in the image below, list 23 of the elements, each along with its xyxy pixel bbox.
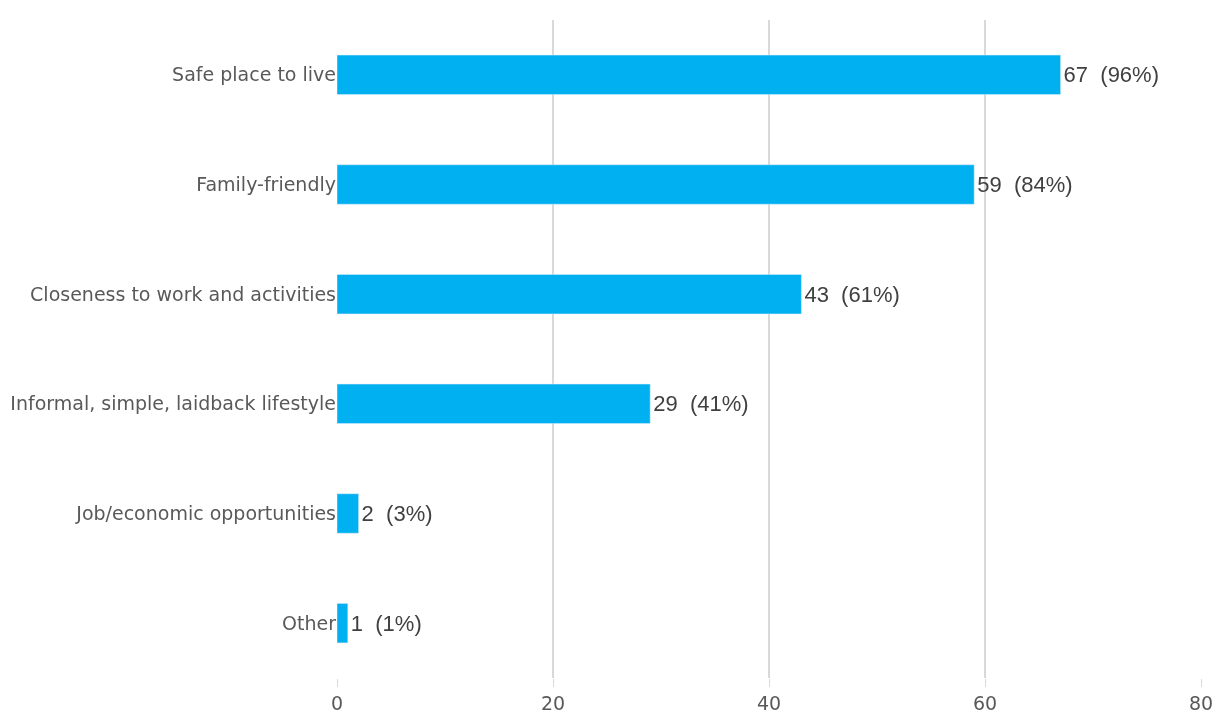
x-tick-label: 60 [972, 691, 998, 714]
bar [337, 164, 975, 205]
bar [337, 274, 802, 315]
y-tick-label: Job/economic opportunities [75, 502, 336, 525]
y-tick-label: Closeness to work and activities [30, 282, 336, 305]
data-label: 67 (96%) [1063, 62, 1159, 88]
bar [337, 383, 651, 424]
data-label: 1 (1%) [350, 610, 422, 636]
x-tick-label: 20 [540, 691, 566, 714]
bar [337, 54, 1061, 95]
bar [337, 493, 359, 534]
bar [337, 603, 349, 644]
y-tick-label: Other [282, 611, 337, 634]
x-tick-label: 40 [756, 691, 782, 714]
y-tick-label: Safe place to live [172, 63, 336, 86]
data-label: 29 (41%) [653, 391, 749, 417]
data-label: 43 (61%) [804, 281, 900, 307]
y-tick-label: Family-friendly [196, 173, 336, 196]
data-label: 59 (84%) [977, 172, 1073, 197]
data-label: 2 (3%) [361, 501, 433, 526]
y-tick-label: Informal, simple, laidback lifestyle [10, 392, 336, 415]
x-tick-label: 80 [1188, 691, 1214, 714]
x-tick-label: 0 [330, 691, 344, 714]
